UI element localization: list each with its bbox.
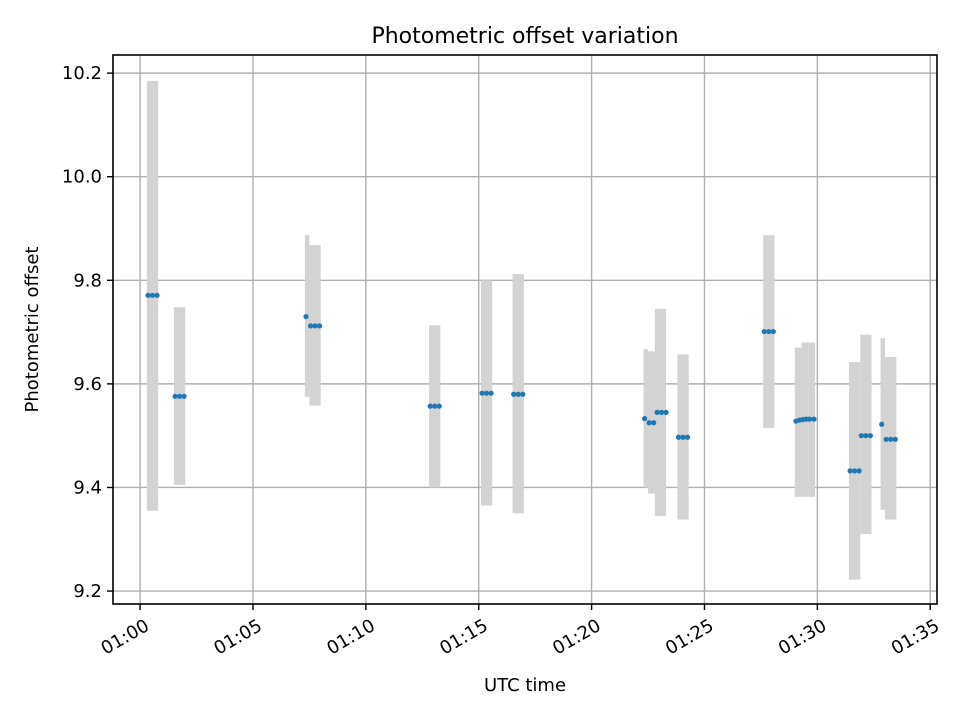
data-point: [766, 328, 772, 335]
data-point: [770, 328, 776, 335]
data-point: [883, 436, 889, 442]
data-point: [432, 403, 438, 409]
y-axis-label: Photometric offset: [22, 247, 43, 413]
data-point: [312, 323, 318, 329]
data-point: [145, 292, 151, 298]
data-point: [680, 434, 686, 440]
x-tick-label: 01:35: [888, 615, 943, 659]
data-point: [149, 292, 156, 298]
data-point: [307, 323, 314, 329]
data-points-layer: [145, 292, 898, 474]
data-point: [176, 393, 183, 399]
data-point: [520, 391, 526, 397]
data-point: [303, 313, 309, 320]
data-point: [852, 468, 858, 474]
x-tick-label: 01:05: [210, 615, 265, 659]
x-tick-label: 01:20: [549, 615, 604, 659]
y-tick-label: 9.4: [73, 477, 102, 498]
data-point: [181, 393, 187, 399]
data-point: [663, 409, 669, 415]
data-point: [511, 391, 517, 397]
x-tick-label: 01:30: [775, 615, 830, 659]
data-point: [642, 415, 648, 422]
chart-title: Photometric offset variation: [371, 24, 678, 49]
x-tick-label: 01:25: [662, 615, 717, 659]
y-tick-label: 9.6: [73, 374, 102, 395]
x-axis-label: UTC time: [484, 675, 566, 696]
data-point: [488, 390, 494, 396]
y-tick-label: 9.8: [73, 270, 102, 291]
x-tick-label: 01:10: [323, 615, 378, 659]
data-point: [651, 420, 657, 426]
x-tick-label: 01:15: [436, 615, 491, 659]
data-point: [858, 433, 864, 439]
data-point: [863, 433, 869, 439]
data-point: [658, 409, 665, 415]
data-point: [847, 468, 853, 474]
range-bars-layer: [146, 80, 897, 580]
data-point: [484, 390, 490, 396]
data-point: [879, 421, 885, 427]
data-point: [316, 323, 323, 329]
data-point: [684, 434, 691, 440]
data-point: [892, 436, 898, 442]
data-point: [515, 391, 521, 397]
x-tick-label: 01:00: [98, 615, 153, 659]
data-point: [888, 436, 894, 442]
data-point: [654, 409, 660, 415]
data-point: [856, 468, 862, 474]
y-tick-label: 10.0: [62, 167, 102, 188]
data-point: [675, 434, 682, 440]
data-point: [646, 420, 652, 426]
data-point: [154, 292, 160, 298]
y-tick-label: 10.2: [62, 63, 102, 84]
data-point: [436, 403, 442, 409]
y-tick-label: 9.2: [73, 581, 102, 602]
data-point: [761, 328, 767, 335]
data-point: [479, 390, 485, 396]
data-point: [867, 433, 874, 439]
plot-frame: [112, 54, 938, 605]
data-point: [806, 416, 813, 422]
data-point: [811, 416, 817, 422]
data-point: [427, 403, 433, 409]
grid-layer: [113, 55, 937, 604]
data-point: [172, 393, 178, 399]
